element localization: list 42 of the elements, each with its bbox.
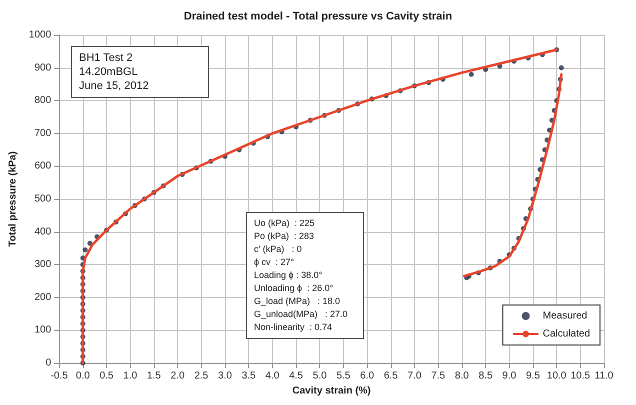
x-tick-label: 3.0	[218, 370, 232, 382]
y-tick-label: 100	[34, 324, 52, 336]
x-tick-label: 9.0	[502, 370, 517, 382]
x-tick-label: 5.0	[312, 370, 328, 382]
note-box: BH1 Test 2 14.20mBGL June 15, 2012	[71, 46, 209, 98]
x-tick-label: 2.0	[170, 370, 185, 382]
x-tick-label: -0.5	[50, 370, 68, 382]
x-tick-label: 4.5	[289, 370, 304, 382]
y-tick-label: 200	[34, 292, 52, 303]
x-tick-label: 4.0	[265, 370, 280, 382]
y-tick-label: 800	[34, 95, 52, 106]
note-box: Uo (kPa) : 225 Po (kPa) : 283 c' (kPa) : 0 ϕ cv : 27° Loading ϕ : 38.0° Unloading ϕ : 26.0° G_load (MPa) : 18.0 G_unload(MPa) : 27.0 Non-linearity : 0.74	[246, 212, 364, 339]
x-tick-label: 9.5	[526, 370, 540, 382]
y-tick-label: 600	[34, 160, 52, 172]
x-tick-label: 0.0	[76, 370, 90, 382]
x-tick-label: 0.5	[100, 370, 114, 382]
y-tick-label: 500	[34, 194, 52, 204]
x-tick-label: 8.0	[454, 370, 470, 382]
y-tick-label: 700	[34, 128, 52, 139]
x-tick-label: 6.0	[360, 370, 374, 382]
x-tick-label: 6.5	[384, 370, 398, 382]
x-tick-label: 1.5	[146, 370, 162, 382]
y-tick-label: 0	[46, 358, 52, 368]
x-tick-label: 10.0	[546, 370, 567, 382]
y-tick-label: 900	[34, 62, 52, 74]
x-tick-label: 2.5	[194, 370, 209, 382]
y-tick-label: 400	[34, 226, 52, 238]
y-axis-title: Total pressure (kPa)	[8, 151, 18, 247]
chart-title: Drained test model - Total pressure vs Cavity strain	[184, 10, 452, 22]
x-tick-label: 10.5	[570, 370, 590, 382]
y-tick-label: 1000	[28, 30, 52, 40]
x-tick-label: 8.5	[478, 370, 493, 382]
x-tick-label: 7.5	[431, 370, 446, 382]
x-tick-label: 7.0	[408, 370, 422, 382]
x-tick-label: 3.5	[242, 370, 256, 382]
x-axis-title: Cavity strain (%)	[292, 385, 371, 396]
x-tick-label: 11.0	[594, 370, 614, 382]
x-tick-label: 5.5	[336, 370, 351, 382]
x-tick-label: 1.0	[123, 370, 138, 382]
legend-label: Calculated	[542, 328, 590, 340]
y-tick-label: 300	[34, 259, 52, 270]
legend-label: Measured	[542, 310, 588, 322]
